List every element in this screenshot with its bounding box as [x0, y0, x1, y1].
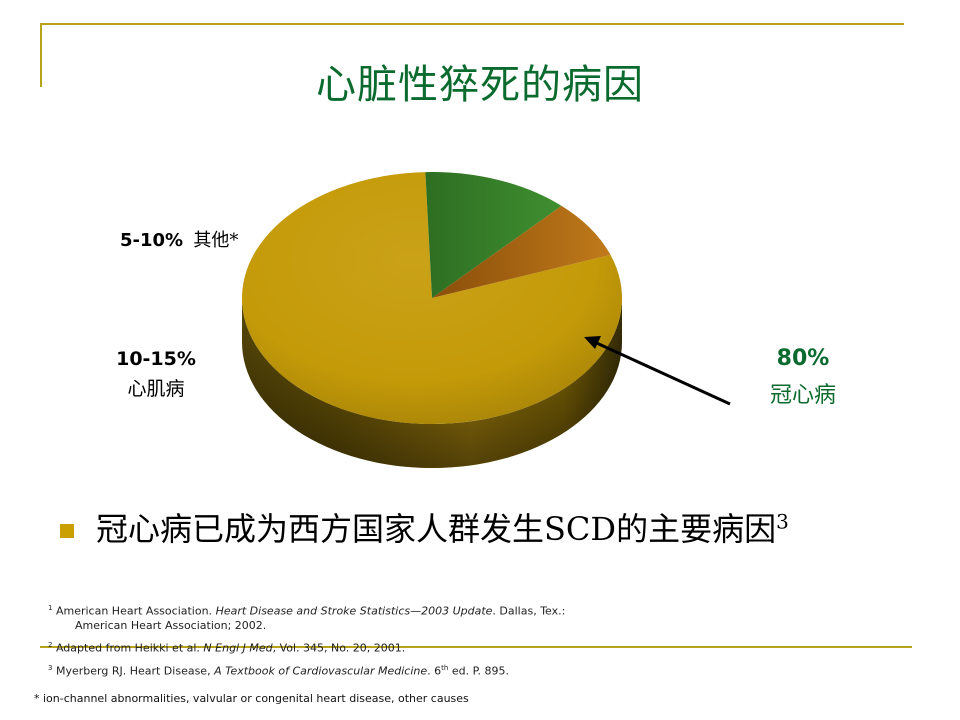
label-cm-pct: 10-15% [116, 348, 196, 370]
reference-2: 2 Adapted from Heikki et al. N Engl J Me… [48, 641, 405, 655]
label-other: 5-10% 其他* [120, 226, 238, 252]
label-chd: 80% 冠心病 [748, 346, 858, 409]
ref2-num: 2 [48, 641, 53, 649]
slide-title: 心脏性猝死的病因 [316, 62, 644, 108]
reference-1-cont: American Heart Association; 2002. [75, 619, 266, 632]
label-other-name: 其他* [193, 230, 239, 251]
ref3-b: A Textbook of Cardiovascular Medicine [214, 664, 428, 678]
reference-3: 3 Myerberg RJ. Heart Disease, A Textbook… [48, 664, 509, 678]
ref1-d: American Heart Association; 2002. [75, 619, 267, 632]
label-cardiomyopathy: 10-15% 心肌病 [108, 348, 204, 401]
label-chd-name: 冠心病 [769, 383, 836, 408]
ref3-a: Myerberg RJ. Heart Disease, [55, 664, 215, 678]
pie-slice-chd-side-shade [242, 298, 622, 468]
ref2-c: , Vol. 345, No. 20, 2001. [272, 641, 406, 655]
callout-arrow-head [584, 336, 601, 349]
ref2-b: N Engl J Med [203, 641, 273, 655]
ref1-num: 1 [48, 604, 53, 612]
ref1-b: Heart Disease and Stroke Statistics—2003… [215, 604, 493, 618]
bullet-main: 冠心病已成为西方国家人群发生SCD的主要病因 [96, 510, 777, 548]
bullet-text: 冠心病已成为西方国家人群发生SCD的主要病因3 [96, 504, 789, 550]
ref3-sup: th [441, 664, 449, 672]
bullet-square-icon [60, 524, 74, 538]
ref3-d: ed. P. 895. [448, 664, 509, 678]
footnote: * ion-channel abnormalities, valvular or… [34, 692, 469, 705]
bullet-row: 冠心病已成为西方国家人群发生SCD的主要病因3 [60, 504, 940, 556]
ref2-a: Adapted from Heikki et al. [55, 641, 204, 655]
pie-slice-other [432, 205, 611, 298]
pie-slice-cardiomyopathy [425, 172, 562, 298]
label-chd-pct: 80% [776, 346, 830, 371]
frame-top-line [40, 23, 904, 25]
bullet-sup: 3 [776, 509, 789, 534]
ref1-a: American Heart Association. [55, 604, 216, 618]
label-other-pct: 5-10% [120, 230, 184, 251]
frame-left-line [40, 23, 42, 87]
frame-bottom-line [40, 646, 912, 648]
label-cm-name: 心肌病 [127, 378, 185, 400]
pie-slice-chd [242, 172, 623, 425]
ref3-num: 3 [48, 664, 53, 672]
ref1-c: . Dallas, Tex.: [492, 604, 566, 618]
reference-1: 1 American Heart Association. Heart Dise… [48, 604, 565, 618]
callout-arrow-line [589, 338, 731, 406]
ref3-c: . 6 [427, 664, 442, 678]
